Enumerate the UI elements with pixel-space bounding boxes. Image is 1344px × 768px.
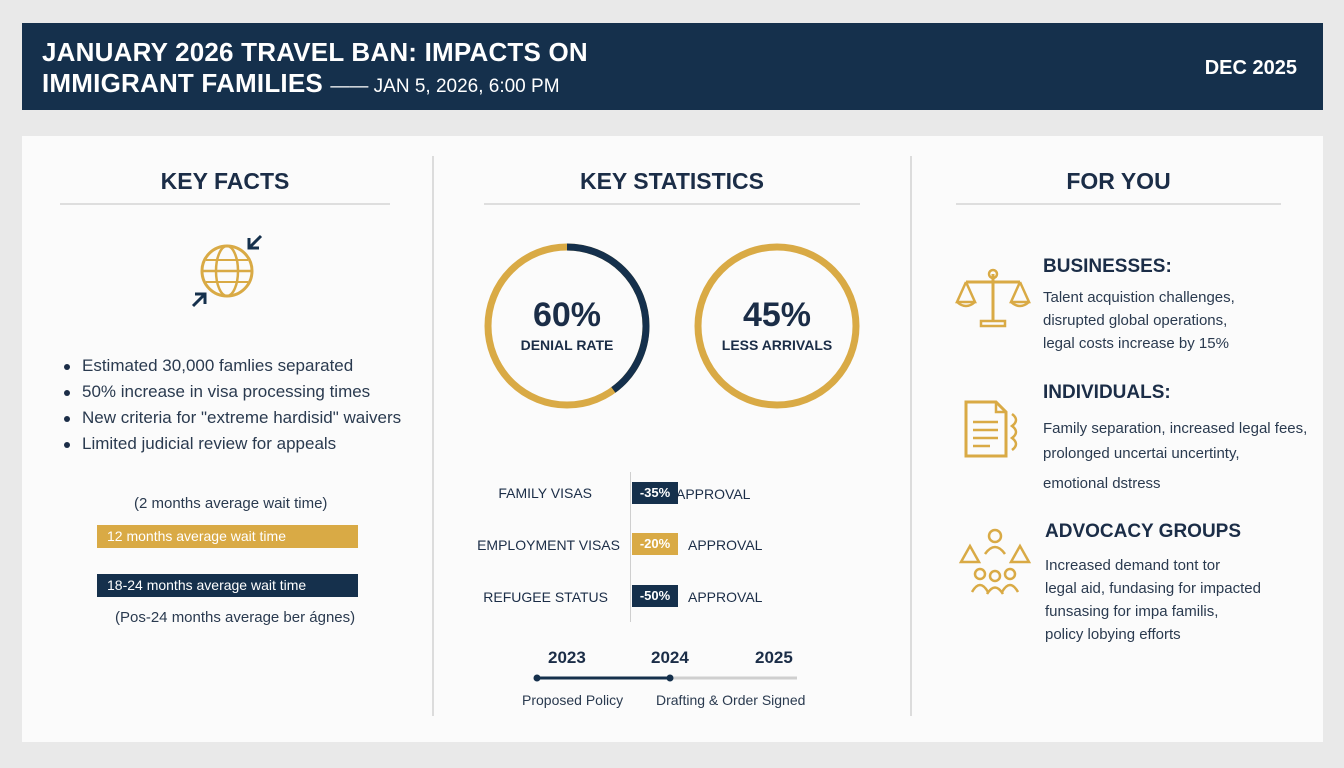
list-item: Limited judicial review for appeals [62, 434, 401, 460]
header-date: DEC 2025 [1204, 57, 1297, 79]
wait-bar-gold: 12 months average wait time [97, 525, 358, 548]
title-line-1: JANUARY 2026 TRAVEL BAN: IMPACTS ON [42, 37, 588, 67]
key-statistics-rule [484, 203, 860, 205]
advocacy-body: Increased demand tont tor legal aid, fun… [1045, 554, 1325, 646]
timeline-year-2023: 2023 [548, 648, 586, 667]
family-visas-approval: APPROVAL [676, 486, 751, 502]
businesses-title: BUSINESSES: [1043, 256, 1172, 277]
family-visas-label: FAMILY VISAS [498, 485, 592, 501]
list-item: New criteria for "extreme hardisid" waiv… [62, 408, 401, 434]
timeline-year-2024: 2024 [651, 648, 689, 667]
advocacy-line: Increased demand tont tor [1045, 557, 1221, 574]
for-you-rule [956, 203, 1281, 205]
denial-rate-value: 60% [532, 296, 602, 334]
ring-arrivals-text: 45% LESS ARRIVALS [707, 296, 847, 353]
refugee-status-approval: APPROVAL [688, 589, 763, 605]
wait-note-bottom: (Pos-24 months average ber ágnes) [115, 609, 356, 626]
page-title: JANUARY 2026 TRAVEL BAN: IMPACTS ON IMMI… [42, 37, 1042, 102]
header-banner: JANUARY 2026 TRAVEL BAN: IMPACTS ON IMMI… [22, 23, 1323, 110]
less-arrivals-value: 45% [742, 296, 812, 334]
globe-arrows-icon [191, 234, 263, 308]
stat-rings [484, 243, 860, 409]
list-item: Estimated 30,000 famlies separated [62, 356, 401, 382]
less-arrivals-label: LESS ARRIVALS [721, 337, 833, 353]
individuals-line: Family separation, increased legal fees, [1043, 420, 1308, 437]
family-visas-bar: -35% [632, 482, 678, 504]
main-card: KEY FACTS Estimated 30,000 famlies separ… [22, 136, 1323, 742]
timeline-year-2025: 2025 [755, 648, 793, 667]
page-subtitle: JAN 5, 2026, 6:00 PM [373, 76, 560, 97]
timeline-label-drafting: Drafting & Order Signed [656, 692, 806, 708]
timeline-label-proposed: Proposed Policy [522, 692, 624, 708]
individuals-body: Family separation, increased legal fees,… [1043, 417, 1328, 495]
key-facts-list: Estimated 30,000 famlies separated 50% i… [62, 356, 401, 460]
for-you-title: FOR YOU [1066, 168, 1171, 194]
businesses-body: Talent acquistion challenges, disrupted … [1043, 286, 1323, 355]
individuals-line: prolonged uncertai uncertinty, [1043, 445, 1240, 462]
wait-note-top: (2 months average wait time) [134, 495, 328, 512]
businesses-line: legal costs increase by 15% [1043, 335, 1229, 352]
advocacy-line: policy lobying efforts [1045, 626, 1181, 643]
ring-denial-text: 60% DENIAL RATE [497, 296, 637, 353]
denial-rate-label: DENIAL RATE [520, 337, 614, 353]
ring-arc-denial [484, 243, 650, 409]
advocacy-title: ADVOCACY GROUPS [1045, 521, 1242, 542]
people-icon [958, 528, 1032, 595]
column-divider-2 [910, 156, 912, 716]
timeline-line [533, 674, 797, 682]
employment-visas-label: EMPLOYMENT VISAS [477, 537, 620, 553]
refugee-status-bar: -50% [632, 585, 678, 607]
individuals-line: emotional dstress [1043, 475, 1161, 492]
individuals-title: INDIVIDUALS: [1043, 382, 1171, 403]
businesses-line: Talent acquistion challenges, [1043, 289, 1235, 306]
advocacy-line: funsasing for impa familis, [1045, 603, 1219, 620]
employment-visas-bar: -20% [632, 533, 678, 555]
employment-visas-approval: APPROVAL [688, 537, 763, 553]
ring-track-arrivals [694, 243, 860, 409]
column-divider-1 [432, 156, 434, 716]
refugee-status-label: REFUGEE STATUS [483, 589, 608, 605]
businesses-line: disrupted global operations, [1043, 312, 1228, 329]
list-item: 50% increase in visa processing times [62, 382, 401, 408]
advocacy-line: legal aid, fundasing for impacted [1045, 580, 1261, 597]
title-line-2: IMMIGRANT FAMILIES [42, 68, 323, 98]
scales-icon [955, 268, 1031, 328]
key-facts-title: KEY FACTS [160, 168, 290, 194]
key-statistics-title: KEY STATISTICS [579, 168, 765, 194]
document-icon [964, 400, 1018, 458]
key-facts-rule [60, 203, 390, 205]
visa-chart-axis [630, 472, 631, 622]
wait-bar-navy: 18-24 months average wait time [97, 574, 358, 597]
title-dash: —— [330, 76, 374, 97]
